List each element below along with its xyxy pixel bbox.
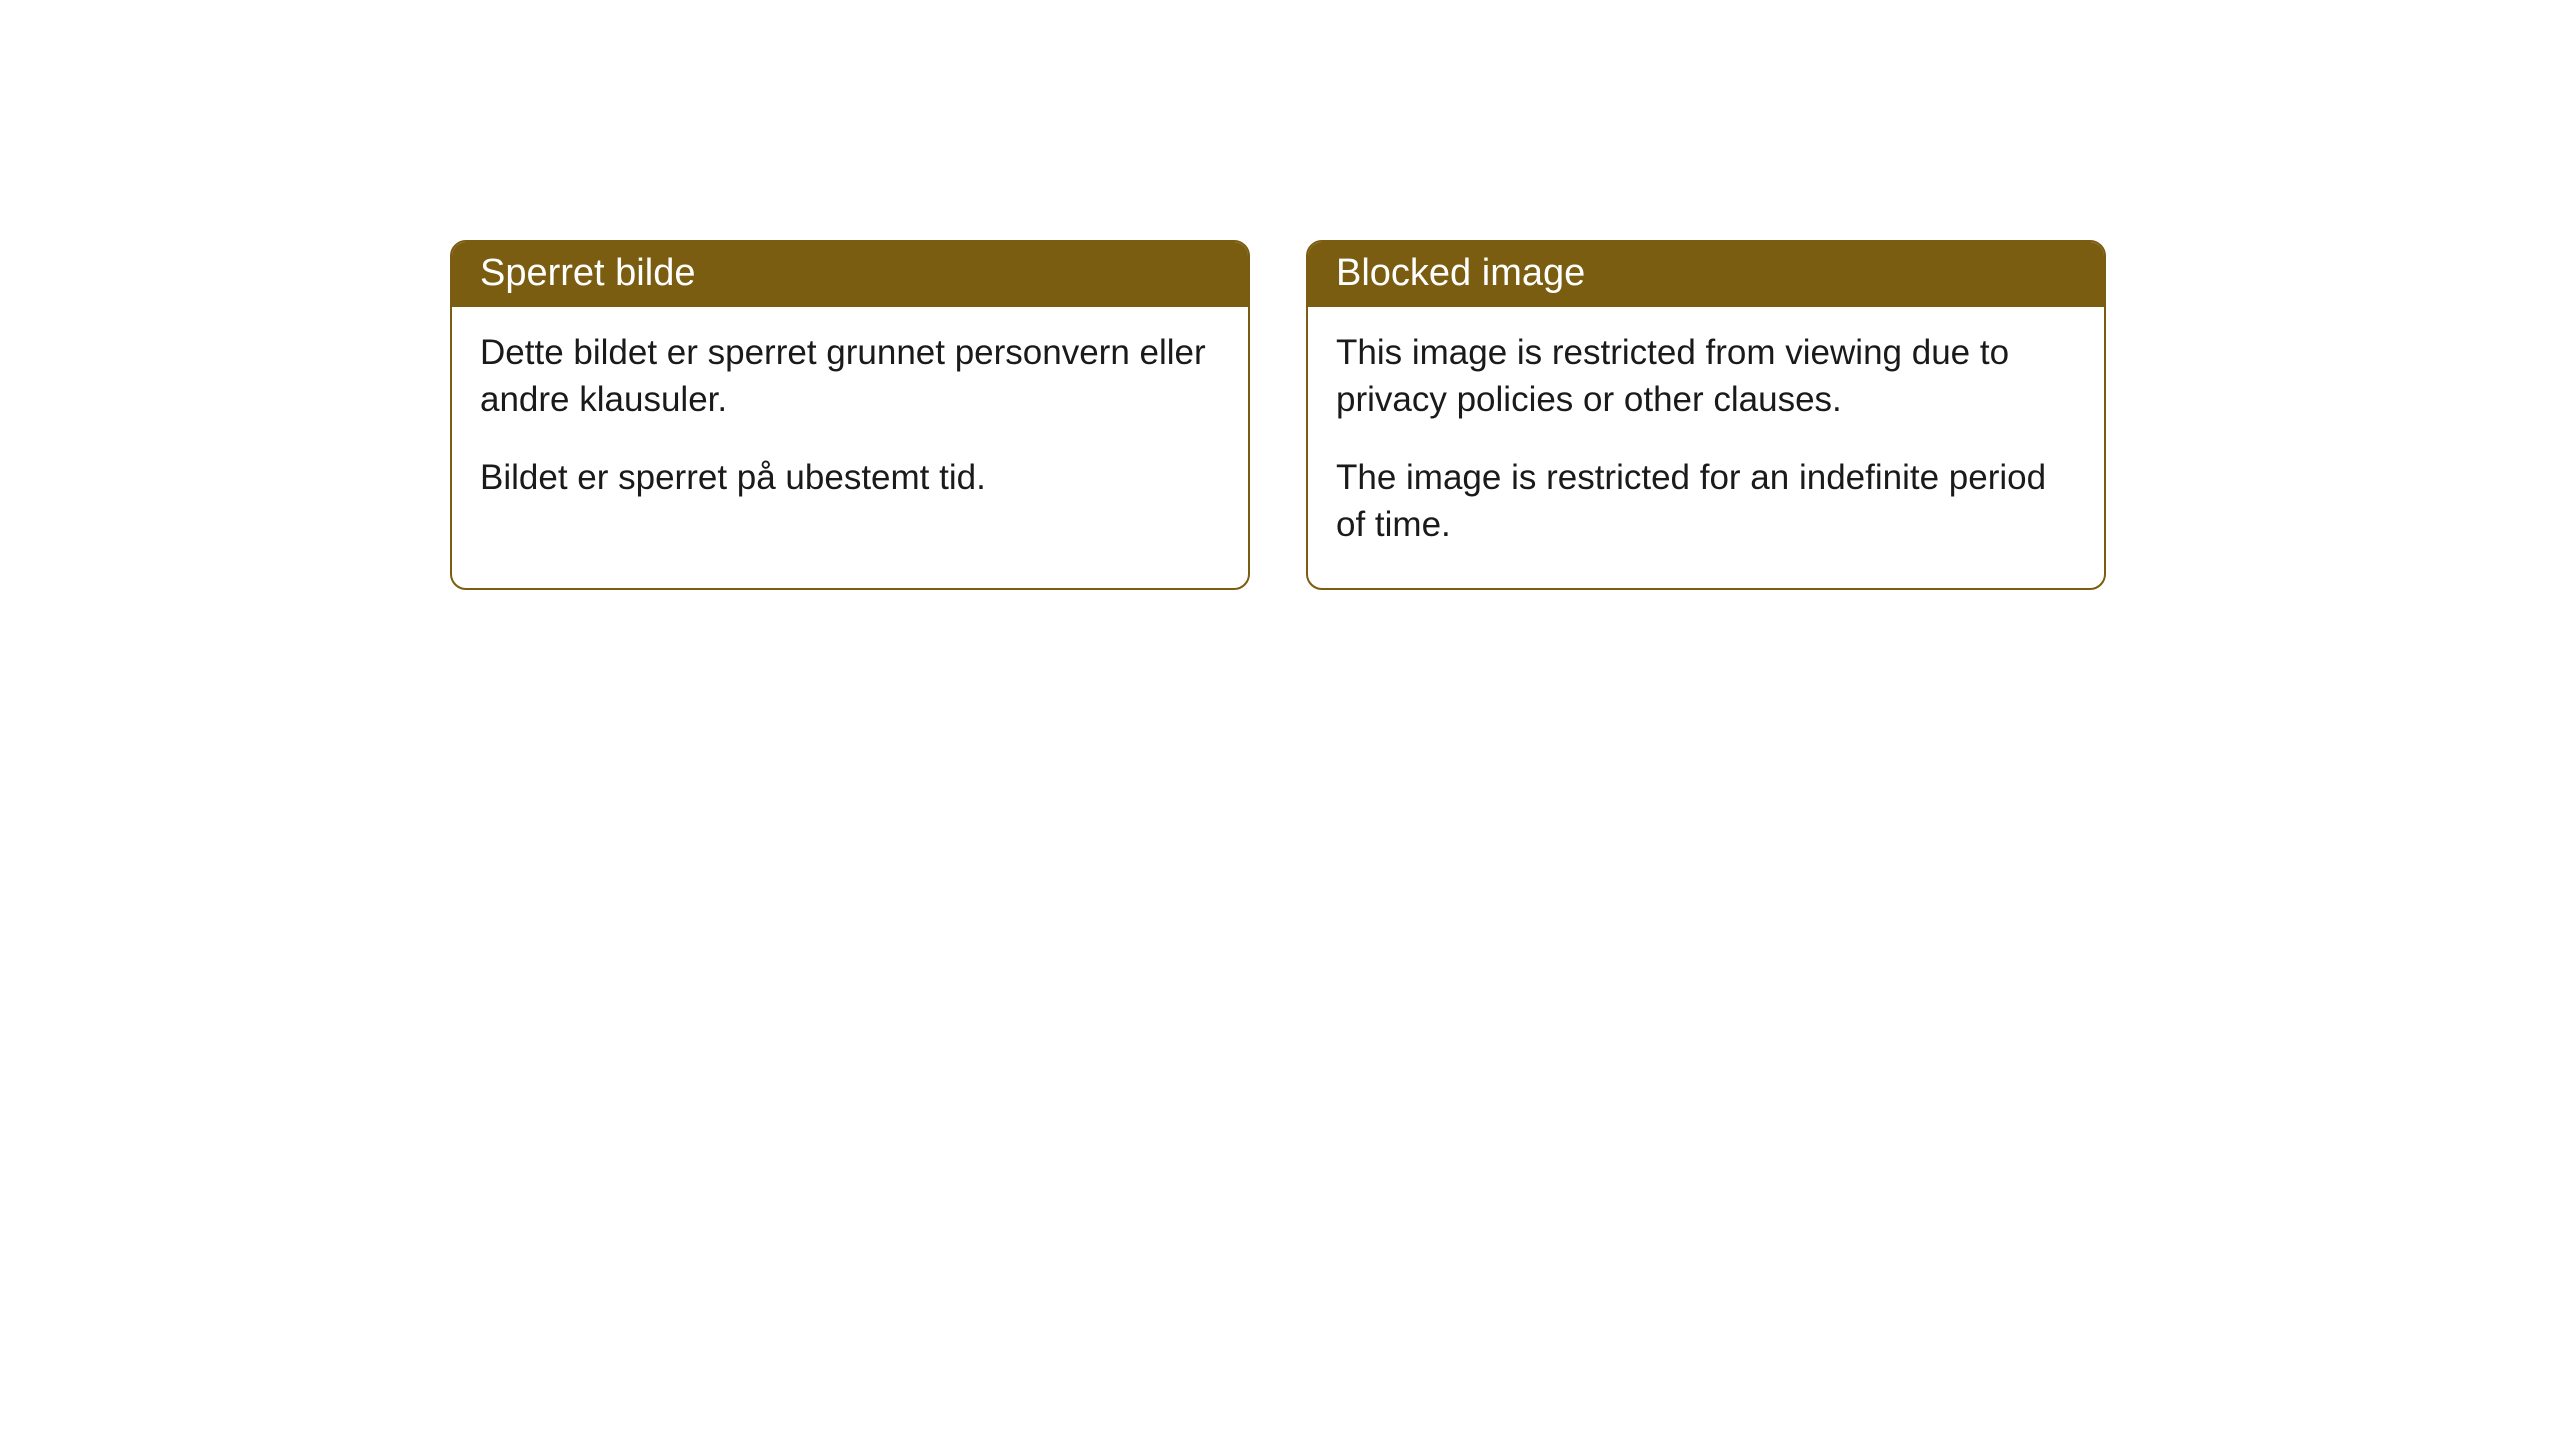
card-paragraph-no-2: Bildet er sperret på ubestemt tid.: [480, 454, 1220, 501]
blocked-image-card-no: Sperret bilde Dette bildet er sperret gr…: [450, 240, 1250, 590]
card-header-no: Sperret bilde: [452, 242, 1248, 307]
notice-cards-container: Sperret bilde Dette bildet er sperret gr…: [450, 240, 2106, 590]
card-body-en: This image is restricted from viewing du…: [1308, 307, 2104, 588]
card-paragraph-no-1: Dette bildet er sperret grunnet personve…: [480, 329, 1220, 424]
card-header-en: Blocked image: [1308, 242, 2104, 307]
card-title-no: Sperret bilde: [480, 252, 695, 294]
card-paragraph-en-2: The image is restricted for an indefinit…: [1336, 454, 2076, 549]
blocked-image-card-en: Blocked image This image is restricted f…: [1306, 240, 2106, 590]
card-paragraph-en-1: This image is restricted from viewing du…: [1336, 329, 2076, 424]
card-title-en: Blocked image: [1336, 252, 1585, 294]
card-body-no: Dette bildet er sperret grunnet personve…: [452, 307, 1248, 541]
